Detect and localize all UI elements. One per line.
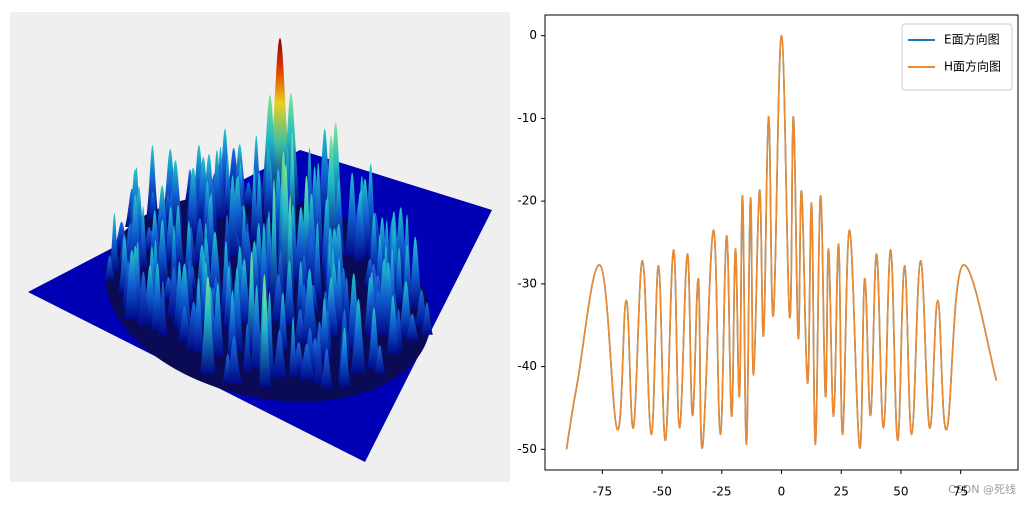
surface-spike (226, 336, 242, 384)
x-tick-label: 50 (893, 485, 908, 499)
surface-spike (155, 219, 170, 286)
surface-spike (124, 249, 140, 319)
surface-spike (200, 276, 216, 375)
surface-spike (289, 317, 298, 377)
x-tick-label: -50 (652, 485, 672, 499)
surface-spike (158, 280, 168, 335)
y-tick-label: -40 (517, 359, 537, 373)
surface-spike (334, 257, 344, 329)
surface-spike (186, 168, 199, 237)
plot-frame (544, 14, 1019, 471)
surface-spike (408, 238, 423, 308)
y-tick-label: 0 (529, 28, 537, 42)
surface-spike (350, 299, 366, 373)
surface-spike (104, 255, 115, 280)
legend-label: H面方向图 (944, 59, 1001, 74)
surface-spike (192, 218, 208, 262)
x-tick-label: -25 (712, 485, 732, 499)
surface-spike (272, 329, 287, 378)
y-tick-label: -10 (517, 111, 537, 125)
surface-spike (298, 343, 315, 380)
legend-label: E面方向图 (944, 32, 1000, 47)
surface-spike (237, 258, 252, 324)
x-tick-label: 25 (834, 485, 849, 499)
surface-spike (211, 282, 225, 356)
surface-spike (301, 269, 318, 345)
surface-spike (242, 182, 255, 207)
surface-spike (223, 156, 232, 213)
surface-spike (146, 145, 159, 216)
surface-spike (320, 348, 333, 389)
surface-spike (261, 95, 279, 205)
data-line (565, 34, 998, 450)
surface-spike (421, 302, 433, 335)
surface-spike (169, 225, 178, 289)
surface-spike (254, 172, 265, 242)
surface-spike (312, 222, 323, 301)
surface-spike (177, 305, 192, 342)
surface-spike (352, 215, 365, 261)
surface-spike (226, 175, 239, 257)
surface-spike (193, 278, 204, 352)
surface-spike (338, 327, 351, 387)
surface-spike (207, 231, 223, 302)
surface-spike (154, 185, 170, 249)
surface-spike (176, 263, 193, 333)
surface-spike (394, 247, 404, 304)
plot-background (545, 15, 1018, 470)
surface-spike (313, 331, 324, 384)
surface-spike (374, 345, 386, 374)
surface-spike (242, 323, 252, 372)
surface-spike (258, 289, 271, 387)
y-tick-label: -50 (517, 442, 537, 456)
x-tick-label: 0 (778, 485, 786, 499)
surface-spike (318, 297, 331, 361)
surface-plot-image (10, 12, 510, 482)
surface-spike (138, 206, 148, 268)
surface-spike (263, 145, 274, 220)
surface-spike (283, 259, 296, 326)
surface-spike (345, 172, 360, 256)
surface-spike (386, 294, 400, 354)
x-tick-label: -75 (593, 485, 613, 499)
surface-spike (183, 220, 195, 284)
watermark: CSDN @死线 (948, 482, 1016, 496)
surface-spike (405, 313, 420, 341)
surface-spike (376, 258, 392, 335)
surface-spike (136, 271, 150, 325)
y-tick-label: -30 (517, 276, 537, 290)
surface-spike (109, 213, 119, 272)
surface-spike (250, 284, 263, 369)
surface-spike (258, 222, 270, 317)
surface-spike (368, 213, 380, 277)
surface-spike (269, 179, 279, 301)
surface-spike (312, 163, 324, 257)
surface-spike (367, 307, 381, 369)
x-tick-label: 75 (953, 485, 968, 499)
y-tick-label: -20 (517, 194, 537, 208)
